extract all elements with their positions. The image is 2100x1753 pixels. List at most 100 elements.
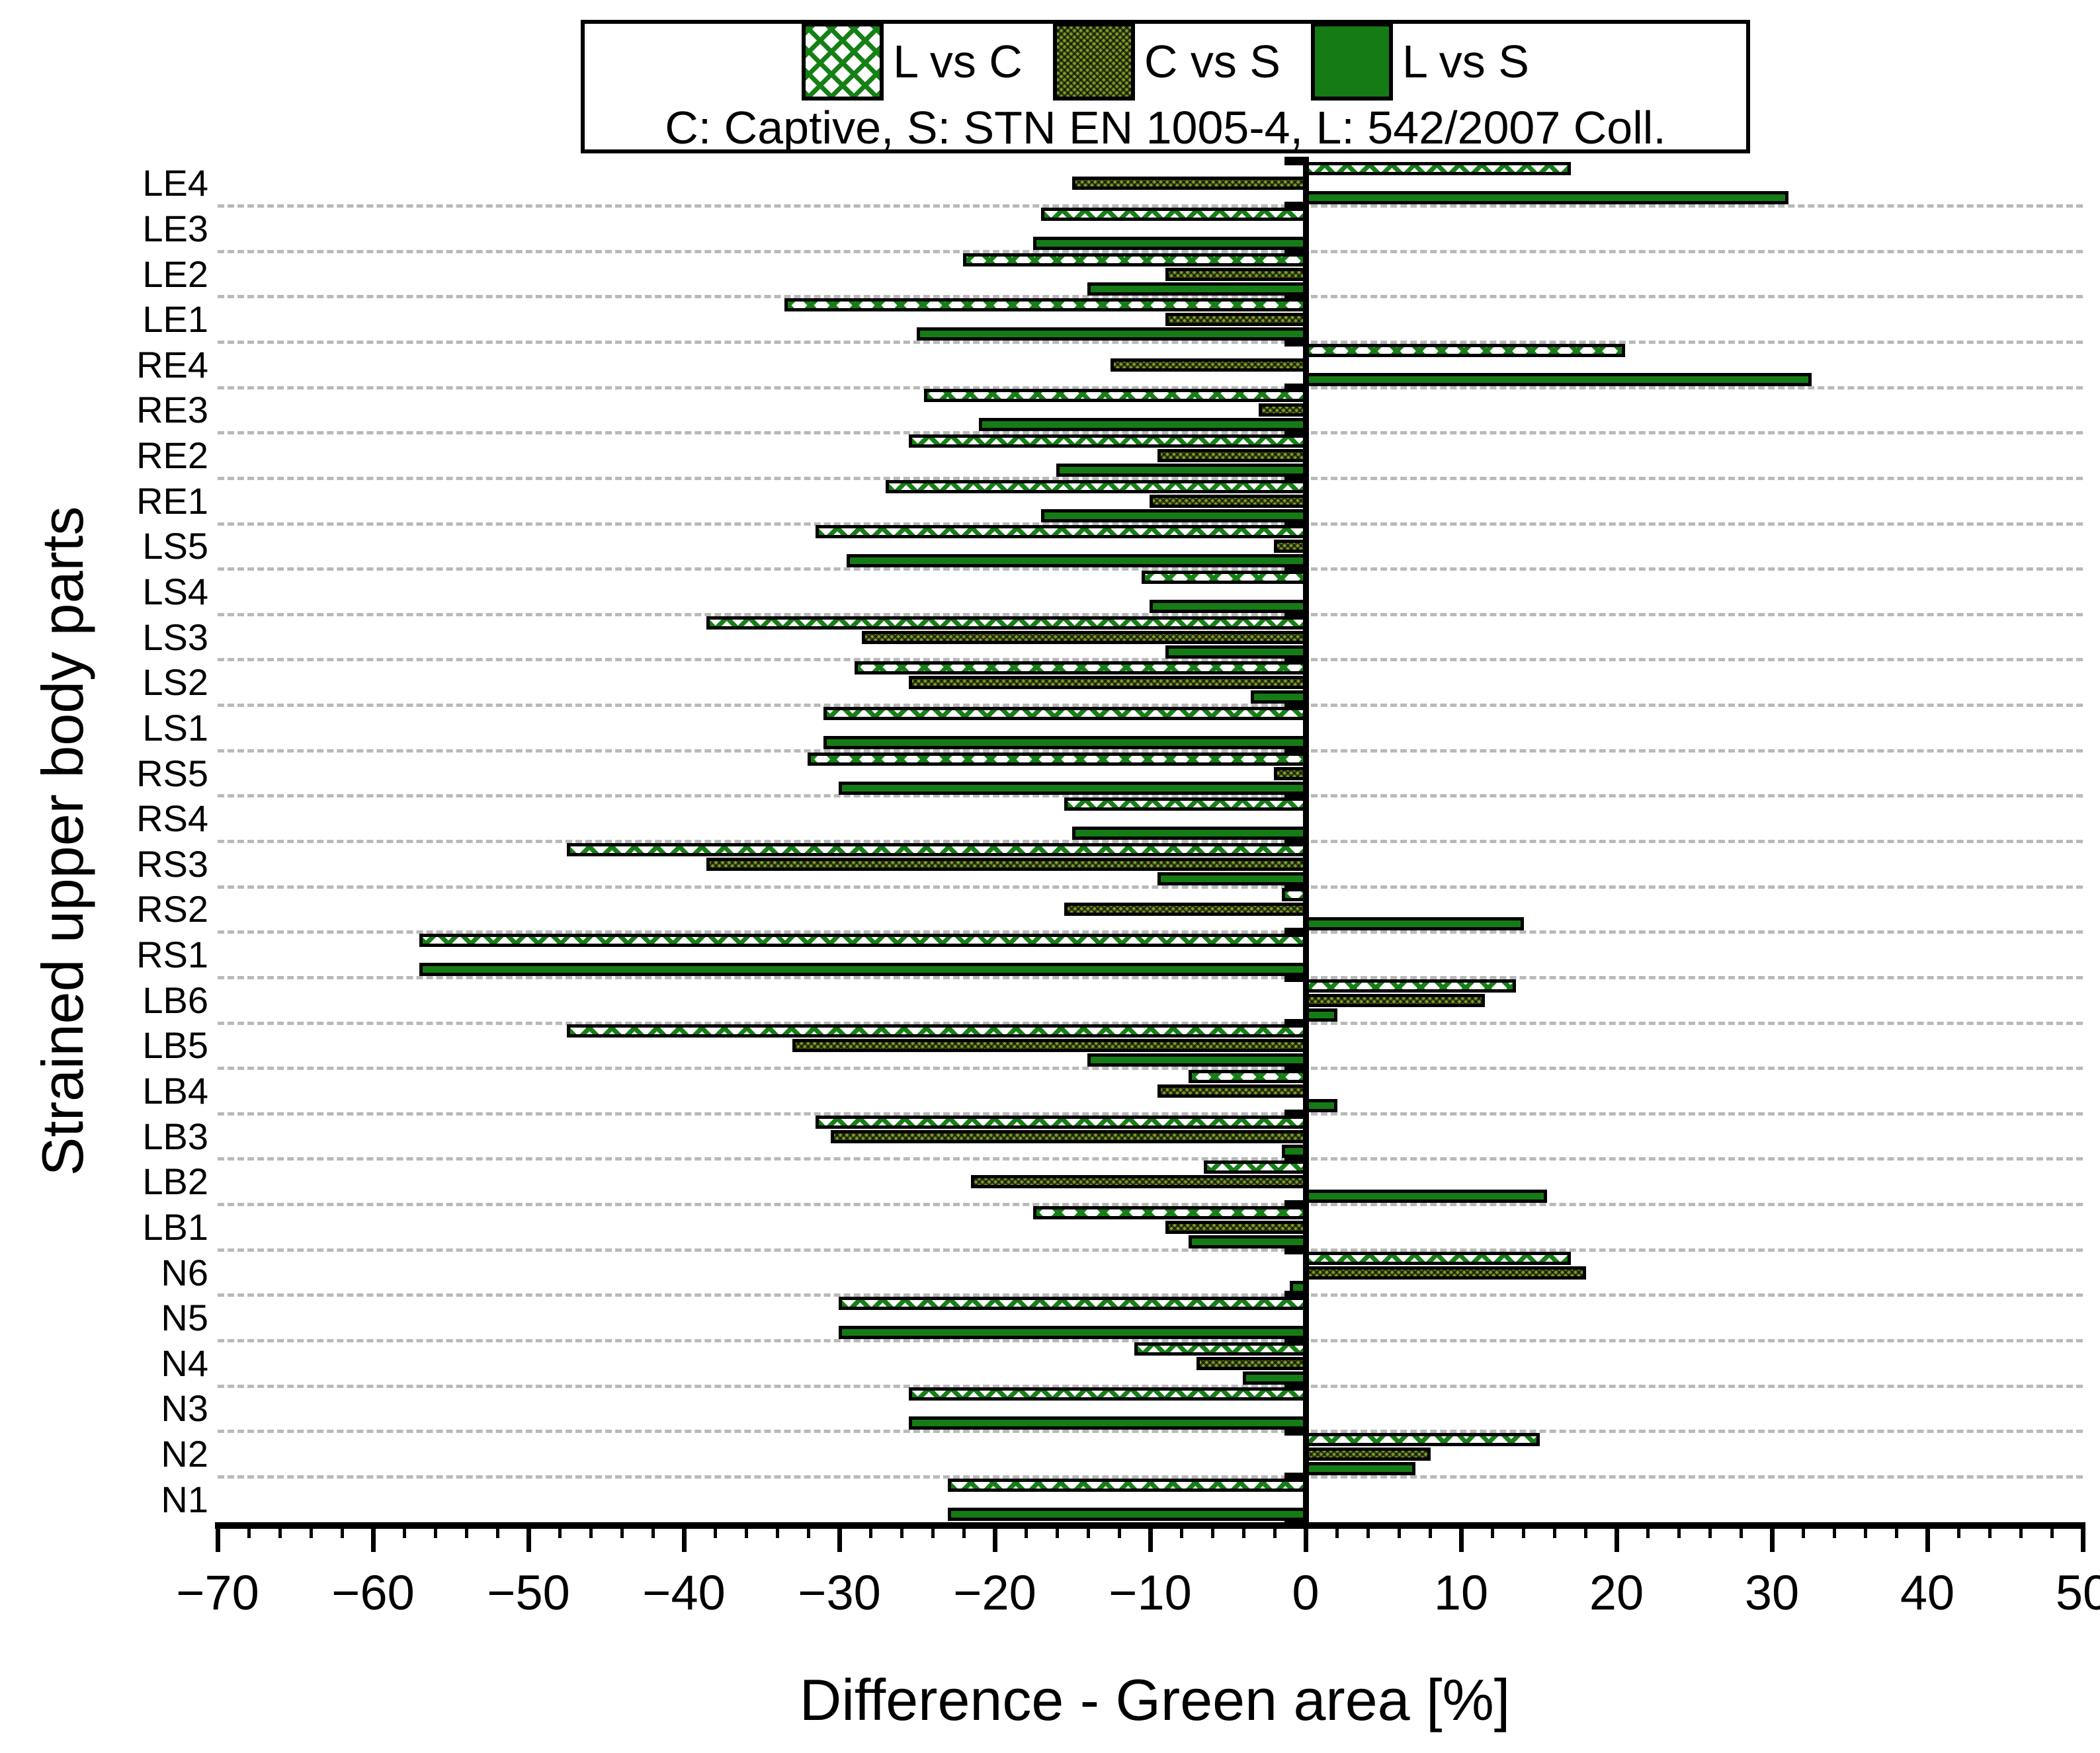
x-minor-tick bbox=[1366, 1522, 1370, 1538]
gridline bbox=[218, 1203, 2083, 1207]
x-minor-tick bbox=[1583, 1522, 1587, 1538]
bar-LvsC-RE3 bbox=[924, 389, 1308, 403]
x-minor-tick bbox=[1552, 1522, 1556, 1538]
y-axis-tick bbox=[1284, 1427, 1309, 1436]
x-minor-tick bbox=[1708, 1522, 1712, 1538]
x-tick-label: −20 bbox=[953, 1565, 1036, 1620]
x-tick-label: −70 bbox=[176, 1565, 259, 1620]
gridline bbox=[218, 1067, 2083, 1071]
bar-LvsC-LB5 bbox=[566, 1024, 1308, 1038]
y-axis-tick bbox=[1284, 565, 1309, 574]
y-axis-tick bbox=[1284, 338, 1309, 347]
y-axis-tick bbox=[1284, 928, 1309, 937]
gridline bbox=[218, 1338, 2083, 1342]
bar-CvsS-LS3 bbox=[862, 630, 1308, 644]
bar-CvsS-LB2 bbox=[970, 1175, 1308, 1189]
y-axis-tick bbox=[1284, 792, 1309, 801]
category-label-RS2: RS2 bbox=[136, 888, 208, 930]
x-minor-tick bbox=[744, 1522, 748, 1538]
bar-LvsS-N5 bbox=[839, 1326, 1308, 1340]
y-axis-tick bbox=[1284, 1381, 1309, 1391]
category-label-LB3: LB3 bbox=[142, 1115, 208, 1157]
x-major-tick bbox=[1925, 1522, 1930, 1552]
gridline bbox=[218, 1384, 2083, 1388]
x-minor-tick bbox=[558, 1522, 562, 1538]
bar-CvsS-RS2 bbox=[1064, 903, 1308, 917]
bar-CvsS-LB3 bbox=[831, 1129, 1308, 1143]
gridline bbox=[218, 1021, 2083, 1025]
bar-LvsS-LE2 bbox=[1087, 282, 1308, 296]
x-minor-tick bbox=[1273, 1522, 1277, 1538]
y-axis-tick bbox=[1284, 1336, 1309, 1345]
bar-CvsS-N4 bbox=[1196, 1356, 1308, 1370]
x-tick-label: 30 bbox=[1744, 1565, 1800, 1620]
bar-LvsC-LE2 bbox=[963, 253, 1308, 266]
x-tick-label: −10 bbox=[1109, 1565, 1192, 1620]
x-minor-tick bbox=[1086, 1522, 1090, 1538]
gridline bbox=[218, 1475, 2083, 1479]
bar-CvsS-RE4 bbox=[1111, 358, 1308, 372]
gridline bbox=[218, 522, 2083, 526]
legend-swatch-hatch-icon bbox=[802, 22, 884, 101]
y-axis-tick bbox=[1284, 383, 1309, 392]
x-minor-tick bbox=[2050, 1522, 2054, 1538]
x-tick-label: 50 bbox=[2055, 1565, 2100, 1620]
x-minor-tick bbox=[495, 1522, 499, 1538]
legend-label-c-vs-s: C vs S bbox=[1144, 36, 1281, 87]
bar-LvsC-LE1 bbox=[784, 298, 1308, 312]
category-label-N2: N2 bbox=[161, 1433, 208, 1475]
bar-LvsC-RS1 bbox=[419, 934, 1308, 948]
y-axis-tick bbox=[1284, 837, 1309, 846]
gridline bbox=[218, 341, 2083, 345]
y-axis-tick bbox=[1284, 1472, 1309, 1481]
y-axis-tick bbox=[1284, 519, 1309, 528]
bar-LvsC-LB6 bbox=[1303, 979, 1517, 993]
x-minor-tick bbox=[278, 1522, 282, 1538]
bar-LvsS-LE1 bbox=[916, 327, 1308, 341]
bar-LvsC-N3 bbox=[908, 1387, 1308, 1401]
x-minor-tick bbox=[1428, 1522, 1432, 1538]
y-axis-title: Strained upper body parts bbox=[30, 506, 95, 1176]
bar-LvsS-LE4 bbox=[1303, 191, 1788, 205]
category-label-RS1: RS1 bbox=[136, 934, 208, 976]
x-minor-tick bbox=[1024, 1522, 1028, 1538]
category-label-LS3: LS3 bbox=[142, 616, 208, 658]
x-minor-tick bbox=[340, 1522, 344, 1538]
y-axis-tick bbox=[1284, 746, 1309, 755]
y-axis-tick bbox=[1284, 882, 1309, 891]
gridline bbox=[218, 1293, 2083, 1297]
gridline bbox=[218, 476, 2083, 480]
x-minor-tick bbox=[247, 1522, 251, 1538]
bar-LvsS-LE3 bbox=[1032, 236, 1308, 250]
x-minor-tick bbox=[1863, 1522, 1867, 1538]
bar-CvsS-LE4 bbox=[1071, 177, 1308, 190]
bar-LvsC-RS4 bbox=[1064, 797, 1308, 811]
category-label-LB5: LB5 bbox=[142, 1024, 208, 1067]
gridline bbox=[218, 840, 2083, 843]
x-minor-tick bbox=[464, 1522, 468, 1538]
bar-CvsS-LE2 bbox=[1165, 267, 1308, 281]
bar-LvsC-LE4 bbox=[1303, 162, 1571, 176]
bar-LvsC-LB3 bbox=[815, 1115, 1308, 1129]
x-minor-tick bbox=[1117, 1522, 1121, 1538]
legend-label-l-vs-c: L vs C bbox=[893, 36, 1023, 87]
category-label-LE1: LE1 bbox=[142, 298, 208, 341]
category-label-LB6: LB6 bbox=[142, 979, 208, 1021]
bar-LvsC-LS5 bbox=[815, 525, 1308, 539]
gridline bbox=[218, 930, 2083, 934]
category-label-LS4: LS4 bbox=[142, 571, 208, 613]
bar-CvsS-LE1 bbox=[1165, 313, 1308, 327]
x-minor-tick bbox=[1210, 1522, 1214, 1538]
category-label-N6: N6 bbox=[161, 1251, 208, 1293]
bar-LvsS-LS5 bbox=[846, 554, 1308, 568]
category-label-N5: N5 bbox=[161, 1297, 208, 1339]
x-minor-tick bbox=[900, 1522, 903, 1538]
bar-LvsC-LE3 bbox=[1040, 207, 1308, 221]
bar-LvsS-N3 bbox=[908, 1416, 1308, 1430]
bar-LvsS-LB5 bbox=[1087, 1053, 1308, 1067]
legend-row: L vs C C vs S L vs S bbox=[802, 22, 1529, 101]
category-label-RE4: RE4 bbox=[136, 343, 208, 386]
category-label-LE3: LE3 bbox=[142, 207, 208, 249]
bar-CvsS-LB5 bbox=[792, 1039, 1308, 1053]
